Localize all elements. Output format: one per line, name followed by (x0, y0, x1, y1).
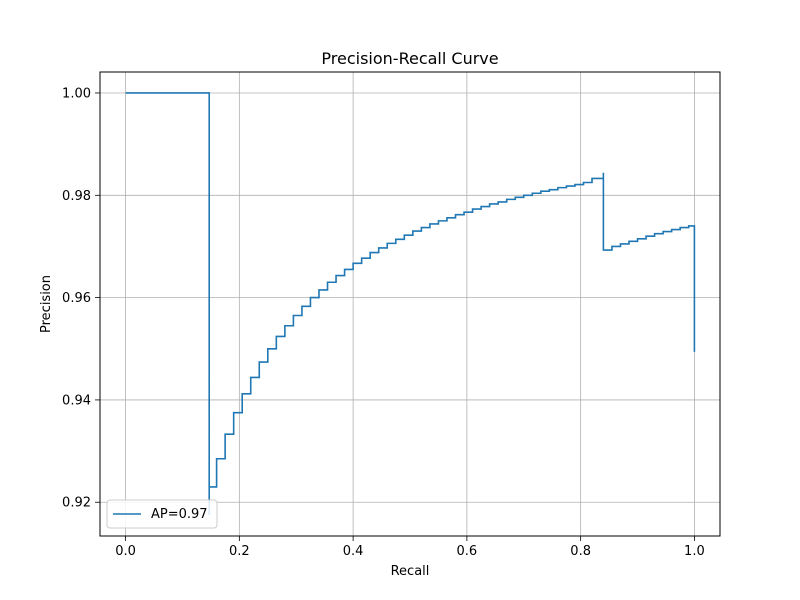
x-tick-label: 0.2 (229, 544, 250, 559)
series-lines (125, 92, 696, 516)
x-tick-label: 0.8 (570, 544, 591, 559)
grid-lines (100, 72, 720, 536)
y-tick-label: 0.92 (62, 496, 91, 511)
x-tick-label: 1.0 (684, 544, 705, 559)
y-tick-label: 0.94 (62, 393, 91, 408)
x-tick-label: 0.4 (343, 544, 364, 559)
series-line (125, 92, 696, 516)
x-axis-label: Recall (391, 564, 430, 579)
x-tick-label: 0.0 (115, 544, 136, 559)
y-tick-label: 1.00 (62, 86, 91, 101)
y-axis-label: Precision (39, 275, 54, 333)
y-tick-label: 0.96 (62, 291, 91, 306)
legend-box (106, 499, 218, 529)
chart-title: Precision-Recall Curve (321, 49, 498, 68)
plot-frame (99, 71, 721, 537)
x-tick-label: 0.6 (457, 544, 478, 559)
y-tick-label: 0.98 (62, 189, 91, 204)
legend-label: AP=0.97 (151, 507, 208, 522)
axis-ticks: 0.0 0.2 0.4 0.6 0.8 1.0 0.92 0.94 0.96 0.98 1.00 (62, 86, 705, 559)
legend: AP=0.97 (106, 499, 218, 529)
